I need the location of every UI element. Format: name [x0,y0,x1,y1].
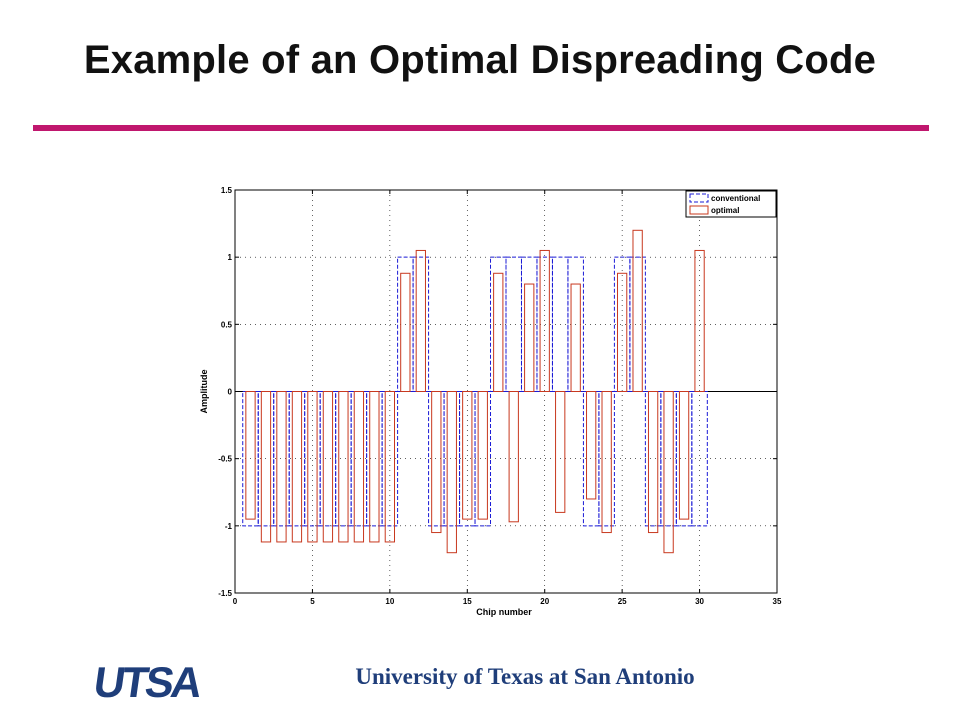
optimal-bar [400,272,411,392]
y-tick-label: -1 [225,522,233,531]
optimal-bar [678,391,690,520]
conventional-bar [490,256,507,392]
optimal-bar [307,391,318,543]
x-tick-label: 30 [695,597,704,606]
optimal-bar [245,391,256,520]
y-axis-label: Amplitude [199,370,209,414]
conventional-bar [505,256,522,392]
x-tick-label: 15 [463,597,472,606]
conventional-bar [474,391,492,527]
legend-conventional-swatch [689,193,709,203]
conventional-bar [273,391,290,527]
optimal-bars [245,229,705,554]
y-tick-label: 0 [228,388,233,397]
conventional-bar [629,256,646,392]
legend-conventional-label: conventional [711,194,760,203]
conventional-bar [319,391,337,527]
optimal-bar [555,391,566,513]
optimal-bar [384,391,396,543]
conventional-bar [335,391,352,527]
legend-box [685,190,777,218]
optimal-bar [276,391,287,543]
optimal-bar [694,249,705,392]
conventional-bar [660,391,677,527]
x-tick-label: 5 [310,597,315,606]
title-underline [33,125,929,131]
conventional-bar [366,391,383,527]
x-tick-label: 35 [773,597,782,606]
optimal-bar [477,391,488,520]
optimal-bar [524,283,535,392]
optimal-bar [369,391,380,543]
optimal-bar [647,391,659,534]
x-tick-label: 25 [618,597,627,606]
optimal-bar [291,391,303,543]
optimal-bar [462,391,473,520]
conventional-bar [644,391,662,527]
optimal-bar [508,391,519,523]
optimal-bar [431,391,442,534]
legend-optimal-swatch [689,205,709,215]
optimal-bar [322,391,334,543]
conventional-bar [288,391,306,527]
x-tick-label: 0 [233,597,238,606]
optimal-bar [446,391,457,554]
optimal-bar [601,391,612,534]
optimal-bar [586,391,597,500]
optimal-bar [260,391,272,543]
optimal-bar [632,229,643,392]
optimal-bar [353,391,365,543]
amplitude-chart: 0 5 10 15 20 25 30 35 1.5 1 0.5 0 -0.5 -1 -1.5 Chip nu… [199,186,782,617]
optimal-bar [493,272,504,392]
optimal-bar [570,283,581,392]
optimal-bar [338,391,349,543]
y-tick-label: 1 [228,253,233,262]
optimal-bar [539,249,550,392]
utsa-logo: UTSA [90,659,203,707]
conventional-bar [598,391,615,527]
axis-ticks: 0 5 10 15 20 25 30 35 1.5 1 0.5 0 -0.5 -1 -1.5 [218,186,782,606]
optimal-bar [616,272,628,392]
slide-title: Example of an Optimal Dispreading Code [83,38,877,82]
chart-legend: conventional optimal [685,190,777,218]
y-tick-label: 1.5 [221,186,233,195]
conventional-bar [443,391,461,527]
y-tick-label: -1.5 [218,589,232,598]
footer-university-name: University of Texas at San Antonio [355,664,695,689]
y-tick-label: -0.5 [218,455,232,464]
conventional-bar [520,256,538,392]
optimal-bar [663,391,674,554]
legend-optimal-label: optimal [711,206,739,215]
conventional-bar [350,391,368,527]
optimal-bar [415,249,426,392]
conventional-bar [613,256,631,392]
y-tick-label: 0.5 [221,320,233,329]
conventional-bar [675,391,693,527]
x-axis-label: Chip number [476,607,532,617]
x-tick-label: 10 [385,597,394,606]
x-tick-label: 20 [540,597,549,606]
